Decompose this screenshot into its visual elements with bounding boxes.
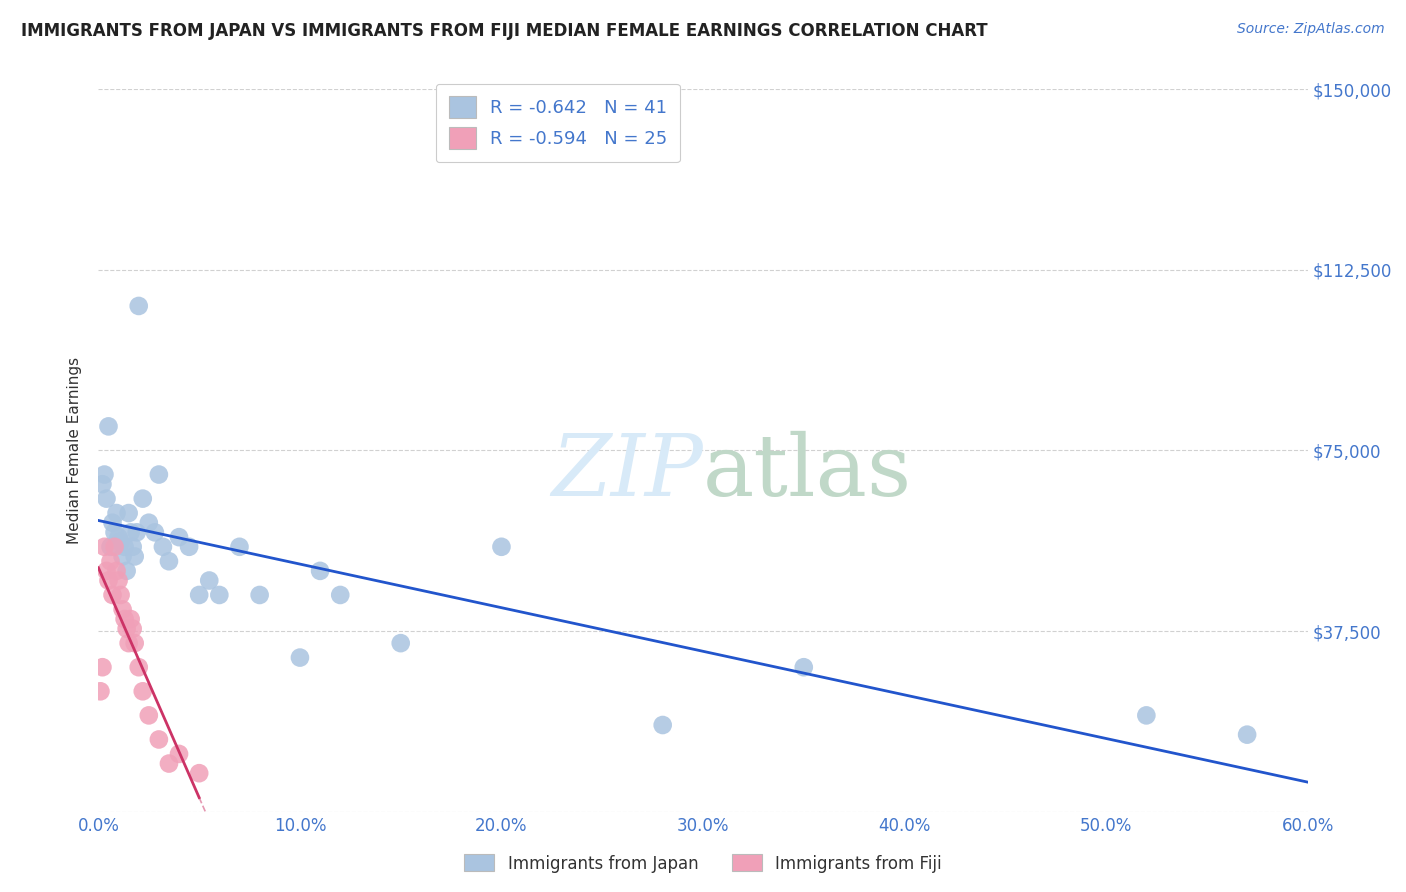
Point: [121, 540, 143, 554]
Point: [118, 636, 141, 650]
Point: [1135, 708, 1157, 723]
Point: [103, 525, 125, 540]
Point: [100, 540, 122, 554]
Point: [132, 684, 155, 698]
Legend: R = -0.642   N = 41, R = -0.594   N = 25: R = -0.642 N = 41, R = -0.594 N = 25: [436, 84, 681, 162]
Point: [188, 588, 211, 602]
Point: [124, 636, 146, 650]
Point: [138, 516, 160, 530]
Point: [101, 588, 124, 602]
Point: [125, 525, 148, 540]
Point: [148, 467, 170, 482]
Point: [97, 574, 120, 588]
Point: [121, 622, 143, 636]
Point: [143, 525, 166, 540]
Point: [111, 602, 134, 616]
Point: [249, 588, 271, 602]
Point: [288, 650, 311, 665]
Text: ZIP: ZIP: [551, 431, 703, 514]
Point: [97, 419, 120, 434]
Point: [167, 747, 190, 761]
Point: [114, 540, 136, 554]
Point: [389, 636, 412, 650]
Point: [157, 554, 180, 568]
Point: [1236, 728, 1258, 742]
Point: [110, 588, 132, 602]
Point: [118, 506, 141, 520]
Point: [228, 540, 250, 554]
Legend: Immigrants from Japan, Immigrants from Fiji: Immigrants from Japan, Immigrants from F…: [458, 847, 948, 880]
Point: [128, 299, 150, 313]
Point: [114, 612, 136, 626]
Point: [120, 525, 142, 540]
Point: [105, 506, 128, 520]
Point: [110, 535, 132, 549]
Point: [138, 708, 160, 723]
Point: [103, 540, 125, 554]
Point: [89, 684, 111, 698]
Point: [132, 491, 155, 506]
Point: [96, 564, 118, 578]
Point: [167, 530, 190, 544]
Point: [208, 588, 231, 602]
Point: [152, 540, 174, 554]
Point: [107, 530, 129, 544]
Point: [148, 732, 170, 747]
Point: [115, 564, 138, 578]
Point: [651, 718, 673, 732]
Point: [91, 660, 114, 674]
Point: [120, 612, 142, 626]
Point: [100, 554, 122, 568]
Point: [793, 660, 815, 674]
Point: [96, 491, 118, 506]
Y-axis label: Median Female Earnings: Median Female Earnings: [67, 357, 83, 544]
Point: [107, 574, 129, 588]
Point: [179, 540, 201, 554]
Point: [188, 766, 211, 780]
Point: [115, 622, 138, 636]
Point: [105, 564, 128, 578]
Point: [93, 540, 115, 554]
Point: [124, 549, 146, 564]
Text: IMMIGRANTS FROM JAPAN VS IMMIGRANTS FROM FIJI MEDIAN FEMALE EARNINGS CORRELATION: IMMIGRANTS FROM JAPAN VS IMMIGRANTS FROM…: [21, 22, 987, 40]
Point: [309, 564, 332, 578]
Point: [101, 516, 124, 530]
Point: [329, 588, 352, 602]
Point: [111, 549, 134, 564]
Point: [128, 660, 150, 674]
Point: [198, 574, 221, 588]
Point: [93, 467, 115, 482]
Point: [491, 540, 513, 554]
Point: [91, 477, 114, 491]
Text: Source: ZipAtlas.com: Source: ZipAtlas.com: [1237, 22, 1385, 37]
Point: [157, 756, 180, 771]
Text: atlas: atlas: [703, 431, 912, 514]
